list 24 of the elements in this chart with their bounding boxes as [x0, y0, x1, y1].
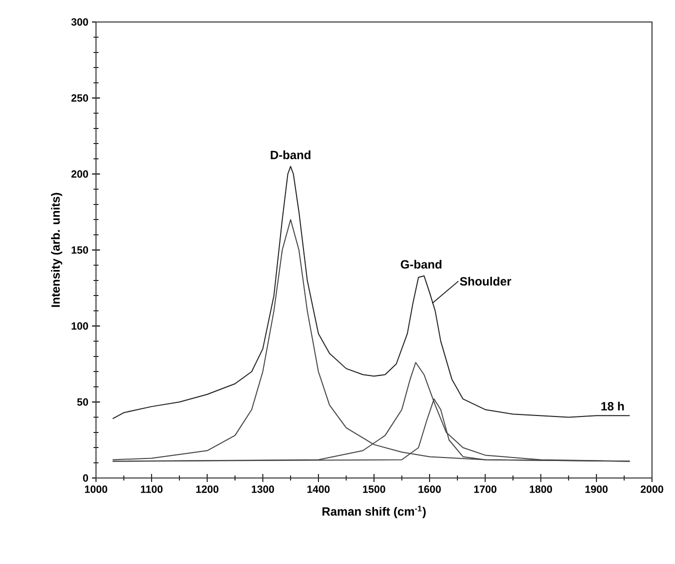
x-tick-label: 1100	[140, 486, 163, 493]
annotation: D-band	[270, 150, 310, 160]
x-tick-label: 1400	[307, 486, 330, 493]
x-tick-label: 1900	[585, 486, 608, 493]
x-tick-label: 1700	[474, 486, 496, 493]
annotation: 18 h	[601, 402, 624, 410]
annotation: Shoulder	[460, 276, 512, 286]
x-tick-label: 1800	[530, 486, 552, 493]
y-tick-label: 300	[71, 18, 88, 26]
y-tick-label: 50	[77, 398, 88, 406]
x-tick-label: 1300	[252, 486, 274, 493]
x-tick-label: 1500	[363, 486, 386, 493]
y-tick-label: 200	[71, 170, 88, 178]
y-axis-title: Intensity (arb. units)	[51, 192, 62, 307]
y-tick-label: 250	[71, 94, 88, 102]
y-tick-label: 100	[72, 322, 88, 330]
x-tick-label: 1600	[418, 486, 441, 493]
x-axis-title: Raman shift (cm$^{-1}$)	[322, 506, 426, 518]
x-tick-label: 2000	[640, 486, 664, 493]
x-tick-label: 1000	[85, 486, 108, 493]
x-tick-label: 1200	[196, 486, 218, 493]
y-tick-label: 150	[72, 246, 88, 254]
annotation: G-band	[400, 260, 442, 269]
y-tick-label: 0	[83, 474, 88, 482]
